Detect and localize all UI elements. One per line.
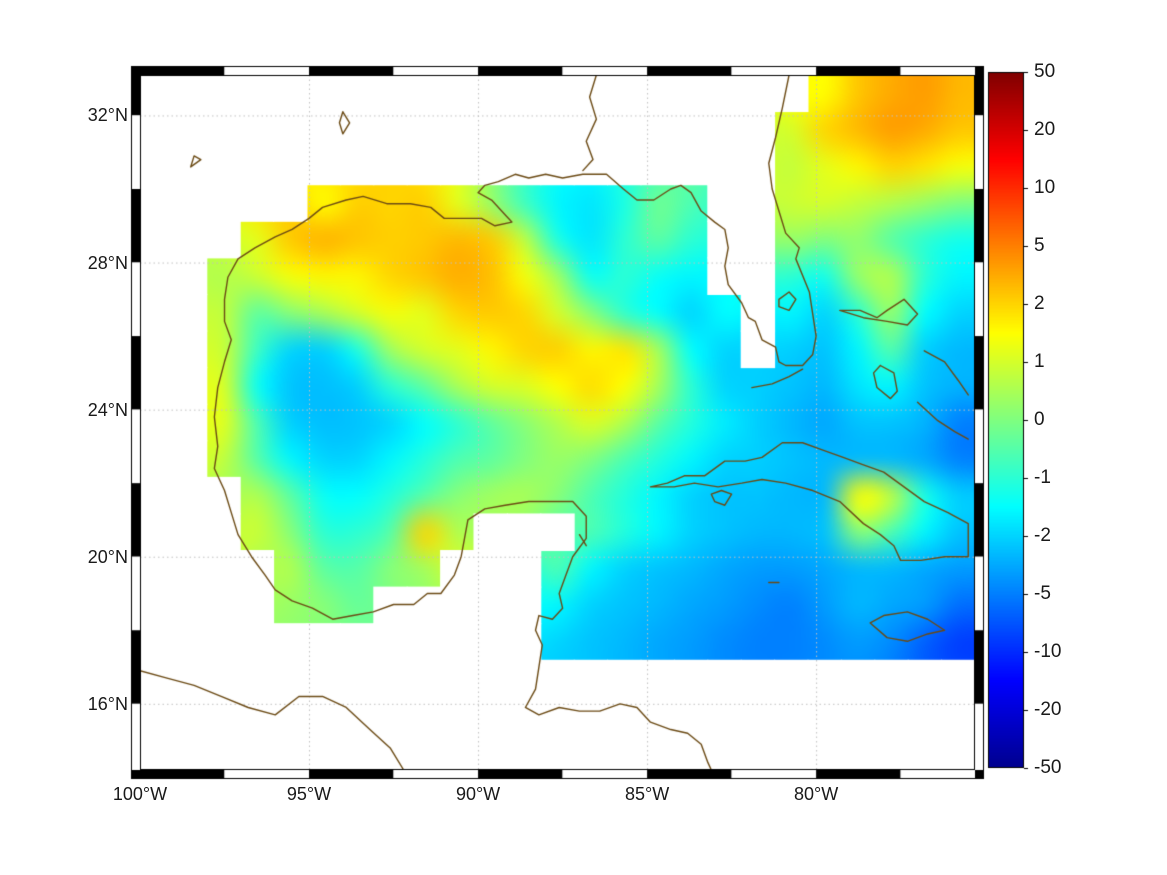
figure: 100°W 95°W 90°W 85°W 80°W 32°N 28°N 24°N 20°N 16°… <box>0 0 1167 875</box>
gulf-of-mexico-heatmap-canvas <box>0 0 1167 875</box>
